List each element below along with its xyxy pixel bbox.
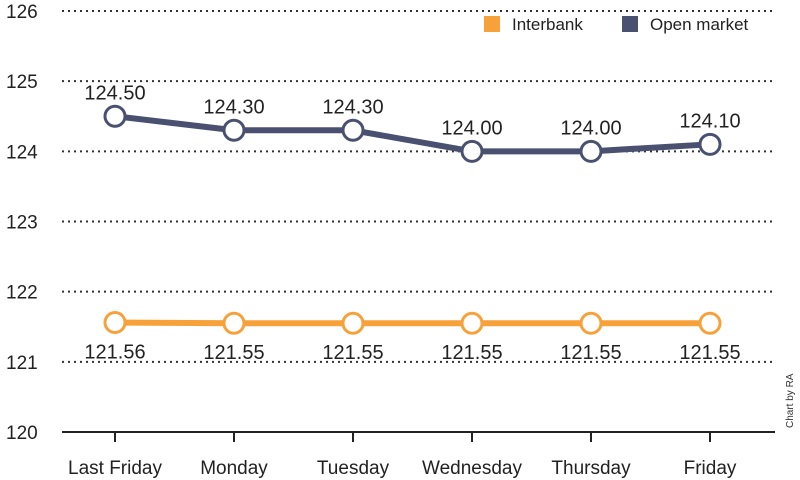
- data-label: 124.00: [441, 117, 502, 139]
- x-tick-label: Last Friday: [68, 458, 162, 479]
- y-tick-label: 125: [6, 72, 38, 93]
- x-tick-label: Tuesday: [317, 458, 390, 479]
- chart-credit: Chart by RA: [785, 373, 796, 428]
- data-label: 121.55: [560, 342, 621, 364]
- data-point: [341, 311, 365, 335]
- data-label: 124.00: [560, 117, 621, 139]
- legend-label-interbank: Interbank: [512, 15, 583, 34]
- data-label: 121.56: [84, 342, 145, 364]
- data-point: [460, 139, 484, 163]
- data-point: [103, 311, 127, 335]
- x-tick-label: Thursday: [551, 458, 631, 479]
- data-label: 124.30: [322, 96, 383, 118]
- data-label: 124.30: [203, 96, 264, 118]
- y-axis-tick-labels: 120 121 122 123 124 125 126: [6, 2, 38, 444]
- y-tick-label: 124: [6, 142, 38, 163]
- y-tick-label: 120: [6, 423, 38, 444]
- data-label: 124.50: [84, 82, 145, 104]
- legend: Interbank Open market: [484, 15, 749, 34]
- series-lines: 121.56 121.55 121.55 121.55 121.55 121.55 124.…: [84, 82, 740, 364]
- data-point: [103, 104, 127, 128]
- gridlines: [62, 10, 775, 363]
- data-point: [341, 118, 365, 142]
- legend-label-open-market: Open market: [650, 15, 749, 34]
- x-tick-label: Friday: [684, 458, 737, 479]
- data-label: 121.55: [679, 342, 740, 364]
- data-point: [579, 139, 603, 163]
- x-axis: Last Friday Monday Tuesday Wednesday Thursda…: [62, 431, 775, 479]
- y-tick-label: 121: [6, 353, 38, 374]
- data-label: 121.55: [441, 342, 502, 364]
- series-line: [114, 319, 710, 327]
- data-label: 124.10: [679, 110, 740, 132]
- data-point: [222, 118, 246, 142]
- x-tick-label: Wednesday: [422, 458, 522, 479]
- data-point: [460, 311, 484, 335]
- legend-swatch-interbank: [484, 16, 500, 32]
- series-line: [114, 113, 711, 155]
- y-tick-label: 122: [6, 283, 38, 304]
- x-tick-label: Monday: [200, 458, 268, 479]
- data-point: [698, 132, 722, 156]
- data-point: [579, 311, 603, 335]
- y-tick-label: 123: [6, 213, 38, 234]
- data-point: [222, 311, 246, 335]
- data-point: [698, 311, 722, 335]
- legend-swatch-open-market: [622, 16, 638, 32]
- data-label: 121.55: [203, 342, 264, 364]
- data-label: 121.55: [322, 342, 383, 364]
- y-tick-label: 126: [6, 2, 38, 23]
